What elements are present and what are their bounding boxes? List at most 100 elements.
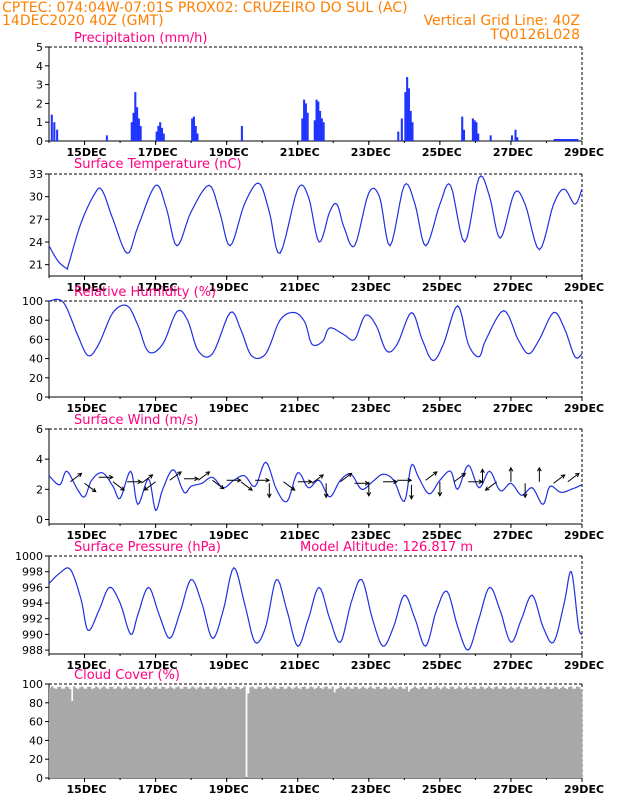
wind-arrow-head bbox=[560, 474, 566, 479]
precip-bar bbox=[404, 92, 407, 141]
y-tick-label: 40 bbox=[29, 734, 43, 747]
cloud-cover-column bbox=[485, 687, 489, 778]
cloud-cover-column bbox=[307, 688, 310, 778]
cloud-cover-column bbox=[513, 689, 517, 778]
panel-title: Surface Wind (m/s) bbox=[74, 413, 198, 428]
cloud-cover-column bbox=[407, 691, 410, 778]
x-tick-label: 23DEC bbox=[351, 402, 391, 415]
precip-bar bbox=[397, 131, 400, 141]
y-tick-label: 4 bbox=[36, 453, 43, 466]
precip-bar bbox=[475, 122, 478, 141]
x-tick-label: 17DEC bbox=[138, 146, 178, 159]
cloud-cover-column bbox=[55, 689, 58, 778]
cloud-cover-column bbox=[95, 686, 98, 778]
y-tick-label: 40 bbox=[29, 353, 43, 366]
cloud-cover-column bbox=[257, 686, 260, 778]
cloud-cover-column bbox=[221, 686, 224, 778]
cloud-cover-column bbox=[65, 686, 68, 778]
cloud-cover-column bbox=[295, 686, 298, 778]
cloud-cover-column bbox=[319, 687, 322, 778]
cloud-cover-column bbox=[297, 688, 300, 778]
cloud-cover-column bbox=[111, 686, 114, 778]
cloud-cover-column bbox=[399, 686, 402, 778]
cloud-cover-column bbox=[469, 689, 473, 778]
wind-arrow-head bbox=[409, 495, 414, 500]
cloud-cover-column bbox=[209, 688, 212, 778]
cloud-cover-column bbox=[553, 686, 557, 778]
precip-bar bbox=[471, 118, 474, 141]
y-tick-label: 6 bbox=[36, 423, 43, 436]
wind-arrow-head bbox=[307, 479, 313, 485]
y-tick-label: 100 bbox=[22, 295, 43, 308]
cloud-cover-column bbox=[147, 686, 150, 778]
precip-bar bbox=[160, 127, 164, 141]
wind-arrow-head bbox=[91, 487, 97, 493]
x-tick-label: 19DEC bbox=[209, 281, 249, 294]
panel-subtitle: Model Altitude: 126.817 m bbox=[300, 540, 473, 555]
cloud-cover-column bbox=[355, 686, 358, 778]
precip-bar bbox=[322, 122, 325, 141]
cloud-cover-column bbox=[137, 688, 140, 778]
precip-bar bbox=[162, 133, 165, 141]
y-tick-label: 4 bbox=[36, 60, 43, 73]
cloud-cover-column bbox=[443, 686, 447, 778]
precip-bar bbox=[400, 118, 403, 141]
cloud-cover-column bbox=[465, 686, 469, 778]
cloud-cover-column bbox=[227, 687, 230, 778]
cloud-cover-column bbox=[575, 686, 579, 778]
cloud-cover-column bbox=[293, 687, 296, 778]
precip-bar bbox=[489, 135, 492, 141]
cloud-cover-column bbox=[57, 687, 60, 778]
x-tick-label: 19DEC bbox=[209, 402, 249, 415]
cloud-cover-column bbox=[51, 686, 54, 778]
y-tick-label: 21 bbox=[29, 259, 43, 272]
cloud-cover-column bbox=[527, 688, 531, 778]
y-tick-label: 0 bbox=[36, 391, 43, 404]
x-tick-label: 19DEC bbox=[209, 783, 249, 796]
wind-arrow bbox=[84, 482, 97, 493]
cloud-cover-column bbox=[101, 687, 104, 778]
cloud-cover-column bbox=[479, 686, 483, 778]
cloud-cover-column bbox=[523, 686, 527, 778]
y-tick-label: 988 bbox=[22, 644, 43, 657]
cloud-cover-column bbox=[535, 689, 539, 778]
cloud-cover-column bbox=[263, 688, 266, 778]
y-tick-label: 60 bbox=[29, 716, 43, 729]
cloud-cover-column bbox=[511, 687, 515, 778]
cloud-cover-column bbox=[205, 686, 208, 778]
x-tick-label: 15DEC bbox=[67, 146, 107, 159]
panel-title: Precipitation (mm/h) bbox=[74, 31, 207, 46]
x-tick-label: 19DEC bbox=[209, 659, 249, 672]
cloud-cover-column bbox=[365, 689, 368, 778]
cloud-cover-column bbox=[323, 687, 326, 778]
y-tick-label: 33 bbox=[29, 168, 43, 181]
rh-series-line bbox=[48, 298, 583, 362]
cloud-cover-column bbox=[105, 688, 108, 778]
wind-arrow-head bbox=[574, 472, 580, 478]
cloud-cover-column bbox=[367, 687, 370, 778]
cloud-cover-column bbox=[219, 687, 222, 778]
cloud-cover-column bbox=[271, 687, 274, 778]
cloud-cover-column bbox=[531, 686, 535, 778]
precip-bar bbox=[130, 122, 133, 141]
cloud-cover-column bbox=[145, 687, 148, 778]
x-tick-label: 21DEC bbox=[280, 783, 320, 796]
precip-bar bbox=[462, 129, 466, 141]
header-line1: CPTEC: 074:04W-07:01S PROX02: CRUZEIRO D… bbox=[2, 0, 408, 16]
x-tick-label: 29DEC bbox=[564, 146, 604, 159]
cloud-cover-column bbox=[401, 688, 404, 778]
precip-bar bbox=[409, 110, 412, 141]
cloud-cover-column bbox=[241, 687, 244, 778]
wind-arrow-head bbox=[205, 471, 211, 476]
cloud-cover-column bbox=[461, 689, 465, 778]
wind-arrow bbox=[169, 471, 182, 481]
wind-arrow bbox=[212, 479, 224, 490]
cloud-cover-column bbox=[373, 688, 376, 778]
precip-bar bbox=[317, 101, 320, 141]
wind-arrow-head bbox=[319, 474, 324, 479]
cloud-cover-column bbox=[515, 687, 519, 778]
y-tick-label: 2 bbox=[36, 483, 43, 496]
cloud-cover-column bbox=[143, 689, 146, 778]
cloud-cover-column bbox=[299, 689, 302, 778]
cloud-cover-column bbox=[87, 686, 90, 778]
